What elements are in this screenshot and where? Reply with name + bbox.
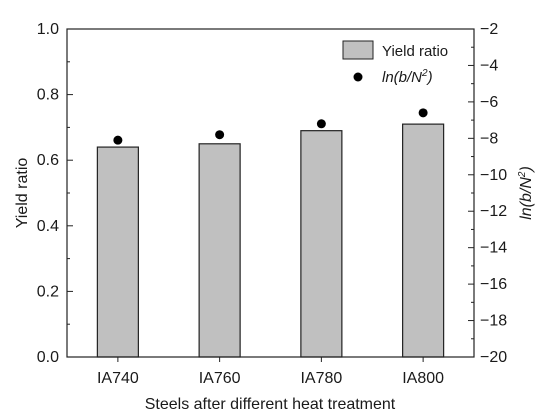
y-tick-label: 0.6 [37, 152, 59, 169]
x-tick-label: IA780 [300, 370, 342, 387]
point-ia800 [418, 108, 428, 118]
point-ia780 [316, 119, 326, 129]
y-tick-label: 0.0 [37, 349, 59, 366]
y2-tick-label: −14 [480, 240, 507, 257]
y2-axis-title: ln(b/N2) [517, 166, 535, 220]
x-tick-label: IA760 [199, 370, 241, 387]
y2-tick-label: −4 [480, 57, 498, 74]
y2-tick-label: −16 [480, 276, 507, 293]
y-tick-label: 0.2 [37, 283, 59, 300]
bar-ia740 [96, 146, 139, 358]
legend-label-yield-ratio: Yield ratio [382, 43, 448, 60]
y2-tick-label: −10 [480, 167, 507, 184]
x-axis-title: Steels after different heat treatment [145, 396, 396, 413]
legend-swatch-yield-ratio [342, 40, 374, 60]
x-tick-label: IA740 [97, 370, 139, 387]
bar-ia760 [198, 143, 241, 358]
y2-tick-label: −20 [480, 349, 507, 366]
plot-area: IA740 IA760 IA780 IA800 0.0 0.2 0.4 0.6 0.8 1.0 −2… [37, 21, 507, 387]
bar-ia800 [402, 123, 445, 358]
y2-tick-label: −18 [480, 313, 507, 330]
y-tick-label: 1.0 [37, 21, 59, 38]
y-tick-label: 0.8 [37, 87, 59, 104]
point-ia740 [113, 135, 123, 145]
y2-tick-label: −2 [480, 21, 498, 38]
bar-ia780 [300, 130, 343, 358]
y2-tick-label: −8 [480, 130, 498, 147]
legend-label-ln-b-n2: ln(b/N2) [382, 68, 433, 86]
y-axis-title: Yield ratio [14, 158, 31, 229]
x-tick-label: IA800 [402, 370, 444, 387]
legend: Yield ratio ln(b/N2) [342, 40, 448, 86]
y2-tick-label: −6 [480, 94, 498, 111]
legend-marker-ln-b-n2 [353, 72, 363, 82]
point-ia760 [215, 130, 225, 140]
y2-tick-label: −12 [480, 203, 507, 220]
y-tick-label: 0.4 [37, 218, 59, 235]
